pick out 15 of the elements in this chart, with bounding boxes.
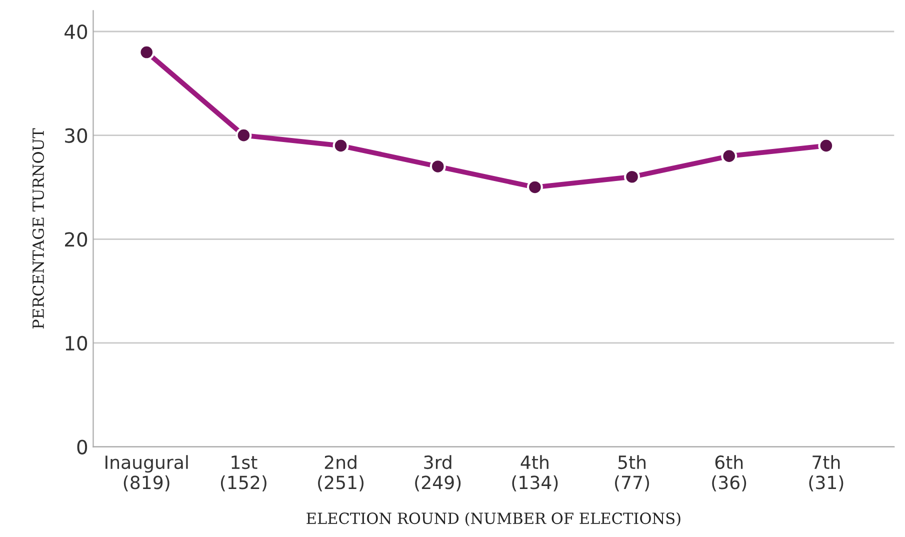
- x-tick-label: 4th (134): [512, 455, 558, 492]
- y-tick-label: 20: [65, 232, 88, 247]
- y-tick-label: 0: [77, 440, 88, 454]
- x-tick-label: 6th (36): [712, 455, 746, 492]
- x-tick-label: 5th (77): [615, 455, 649, 492]
- y-tick-label: 40: [64, 24, 88, 40]
- y-tick-label: 30: [65, 128, 88, 143]
- x-axis-title: ELECTION ROUND (NUMBER OF ELECTIONS): [306, 512, 680, 526]
- x-tick-label: 3rd (249): [415, 455, 461, 492]
- y-tick-label: 10: [66, 336, 88, 351]
- y-axis-title: PERCENTAGE TURNOUT: [32, 128, 44, 329]
- x-tick-label: 1st (152): [220, 456, 266, 492]
- x-tick-label: Inaugural (819): [106, 455, 188, 492]
- x-tick-label: 2nd (251): [318, 455, 364, 492]
- x-tick-label: 7th (31): [809, 455, 844, 492]
